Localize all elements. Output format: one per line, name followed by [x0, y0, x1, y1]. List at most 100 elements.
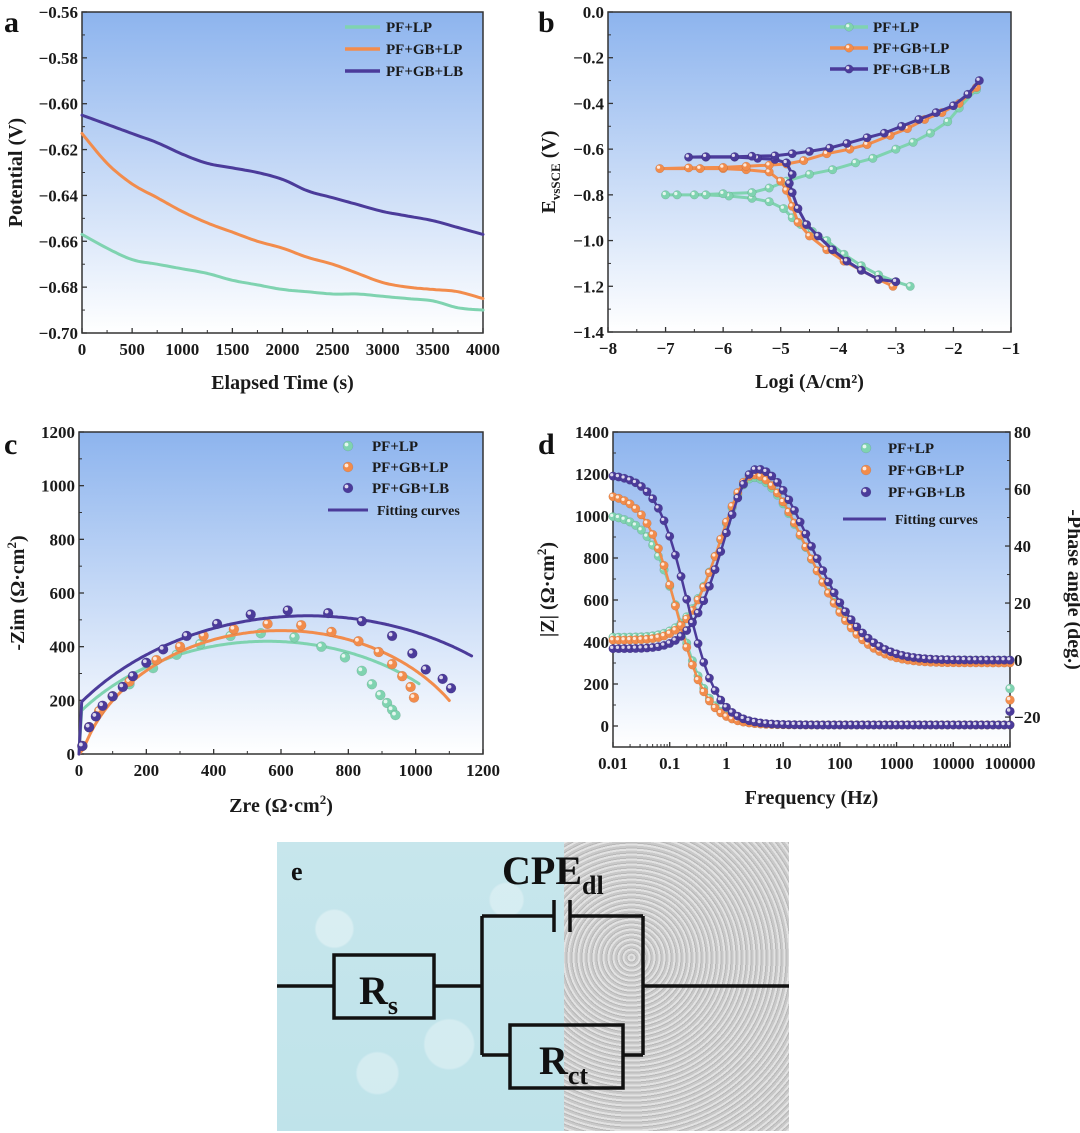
data-point-highlight: [766, 198, 770, 203]
data-point-highlight: [656, 165, 661, 169]
data-point-highlight: [655, 634, 659, 638]
data-point-highlight: [159, 645, 164, 650]
data-point-phase: [693, 608, 703, 618]
data-point-highlight: [831, 589, 835, 594]
data-point: [842, 138, 852, 148]
x-tick-label: 400: [201, 761, 227, 780]
data-point: [925, 128, 935, 138]
data-point: [90, 711, 102, 722]
data-point-highlight: [777, 178, 782, 182]
data-point-highlight: [700, 688, 705, 693]
data-point-highlight: [439, 675, 443, 680]
legend-label: PF+GB+LB: [888, 485, 965, 501]
data-point-impedance: [653, 543, 663, 553]
legend-label: PF+LP: [372, 439, 418, 455]
x-axis-label: Elapsed Time (s): [211, 372, 354, 394]
data-point: [211, 618, 223, 630]
data-point-highlight: [933, 656, 937, 660]
data-point-highlight: [848, 625, 852, 629]
data-point-impedance: [642, 487, 652, 497]
data-point-highlight: [961, 657, 965, 661]
y-tick-label: 1200: [575, 465, 609, 484]
data-point-highlight: [876, 722, 880, 726]
panel-label-e: e: [291, 857, 303, 886]
data-point-highlight: [825, 579, 829, 583]
data-point-highlight: [795, 219, 799, 223]
data-point: [701, 190, 711, 200]
panel-label-d: d: [538, 428, 555, 461]
data-point-highlight: [815, 233, 819, 237]
data-point-highlight: [910, 654, 914, 658]
data-point-highlight: [910, 722, 914, 726]
data-point-highlight: [831, 722, 835, 726]
legend-marker: [342, 440, 354, 452]
data-point-highlight: [806, 148, 810, 152]
y-tick-label: −0.68: [39, 278, 78, 297]
data-point-impedance: [670, 601, 680, 611]
data-point-highlight: [666, 533, 671, 537]
data-point-highlight: [786, 180, 790, 184]
data-point-impedance: [704, 673, 714, 683]
data-point-highlight: [973, 657, 977, 661]
data-point-phase: [710, 565, 720, 575]
rs-label: Rs: [359, 968, 398, 1020]
data-point: [97, 700, 108, 711]
data-point-highlight: [922, 722, 926, 726]
data-point-highlight: [615, 645, 620, 649]
data-point-highlight: [723, 529, 727, 534]
data-point: [948, 101, 958, 111]
x-tick-label: −3: [887, 339, 905, 358]
data-point-impedance: [682, 642, 692, 652]
data-point-highlight: [1006, 696, 1011, 701]
x-tick-label: −1: [1002, 339, 1020, 358]
data-point-phase: [682, 625, 692, 636]
data-point: [661, 190, 671, 200]
data-point-highlight: [783, 159, 787, 164]
data-point-phase: [846, 615, 856, 625]
data-point-highlight: [814, 721, 818, 726]
data-point: [905, 281, 915, 291]
y-tick-label: 0: [601, 717, 610, 736]
data-point: [151, 654, 162, 666]
data-point-highlight: [376, 691, 381, 696]
data-point-phase: [840, 607, 851, 617]
data-point-highlight: [800, 157, 805, 161]
data-point-highlight: [763, 720, 767, 724]
x-axis-label: Logi (A/cm²): [755, 371, 864, 393]
data-point: [316, 641, 327, 652]
data-point-phase: [687, 618, 697, 628]
data-point-highlight: [858, 262, 862, 267]
data-point-highlight: [826, 145, 830, 149]
data-point-highlight: [712, 566, 716, 570]
data-point-highlight: [768, 473, 773, 477]
data-point: [804, 231, 815, 241]
data-point-highlight: [344, 484, 349, 489]
data-point: [868, 153, 878, 163]
data-point: [813, 231, 823, 241]
data-point-highlight: [990, 722, 994, 726]
data-point-highlight: [853, 631, 858, 635]
data-point-highlight: [672, 603, 676, 607]
data-point: [390, 709, 401, 721]
data-point-highlight: [743, 163, 747, 167]
data-point-highlight: [142, 659, 147, 664]
data-point-highlight: [264, 620, 268, 625]
legend-label: PF+GB+LP: [873, 41, 949, 57]
plot-background: [613, 432, 1010, 747]
cpe-label: CPEdl: [502, 848, 604, 900]
data-point-highlight: [892, 146, 897, 150]
data-point-highlight: [685, 164, 689, 169]
data-point-highlight: [610, 473, 614, 477]
data-point-highlight: [729, 709, 733, 713]
data-point: [787, 169, 797, 179]
data-point-highlight: [865, 635, 869, 639]
data-point-phase: [806, 541, 817, 551]
data-point-phase: [784, 495, 794, 505]
x-tick-label: −2: [944, 339, 962, 358]
x-tick-label: 600: [268, 761, 294, 780]
data-point-highlight: [862, 466, 867, 471]
data-point-highlight: [92, 713, 97, 717]
data-point-highlight: [836, 609, 841, 613]
data-point-highlight: [841, 251, 845, 255]
data-point-highlight: [944, 118, 949, 123]
